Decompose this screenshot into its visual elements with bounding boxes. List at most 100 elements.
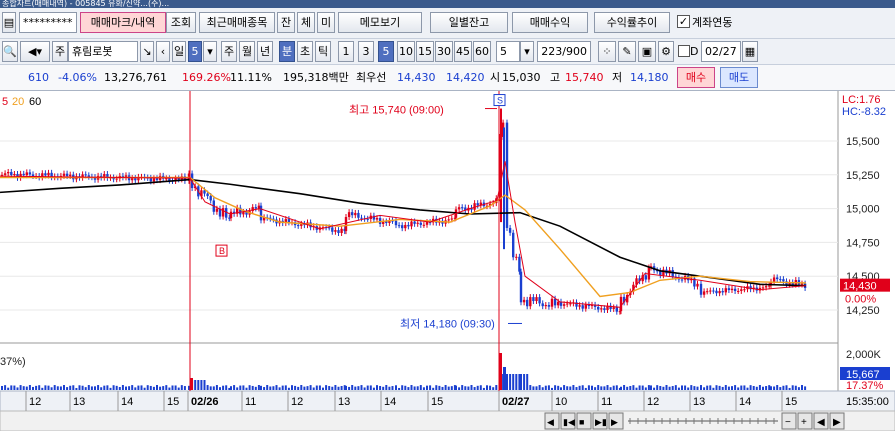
scroll-last-button[interactable]: [592, 412, 608, 430]
candle-body: [28, 172, 32, 175]
volume-bar: [87, 385, 90, 390]
volume-bar: [547, 385, 550, 390]
interval-10[interactable]: 10: [397, 41, 415, 62]
price-chart[interactable]: 5 20 60 15,50015,25015,00014,75014,50014…: [0, 91, 895, 431]
interval-60[interactable]: 60: [473, 41, 491, 62]
date-checkbox[interactable]: [678, 45, 690, 57]
high: 15,740: [565, 71, 604, 84]
volume-bar: [426, 385, 428, 390]
x-tick-label: 12: [29, 396, 41, 408]
scroll-first-button[interactable]: [560, 412, 576, 430]
date-field[interactable]: 02/27: [701, 41, 741, 62]
volume-bar: [641, 385, 644, 390]
account-link-checkbox[interactable]: ✓: [677, 15, 690, 28]
volume-bar: [322, 387, 324, 390]
candle-body: [659, 270, 662, 276]
volume-bar: [143, 387, 146, 390]
gear-icon[interactable]: ⚙: [658, 41, 674, 62]
interval-3[interactable]: 3: [358, 41, 374, 62]
candle-body: [508, 227, 512, 233]
stock-group-icon[interactable]: 주: [52, 41, 68, 62]
y-tick-label: 15,500: [846, 136, 880, 148]
period-minute[interactable]: 분: [279, 41, 295, 62]
view-left-icon[interactable]: [813, 412, 829, 430]
period-day[interactable]: 일: [172, 41, 186, 62]
volume-bar: [467, 386, 470, 390]
return-trend-button[interactable]: 수익률추이: [594, 12, 670, 33]
sell-button[interactable]: 매도: [720, 67, 758, 88]
save-icon[interactable]: ▣: [638, 41, 656, 62]
volume-bar: [266, 385, 269, 390]
candle-body: [366, 218, 369, 220]
unexecuted-button[interactable]: 미: [317, 12, 335, 33]
interval-15[interactable]: 15: [416, 41, 434, 62]
chevron-down-icon[interactable]: ▾: [203, 41, 217, 62]
candle-body: [351, 212, 354, 216]
candle-body: [699, 283, 703, 295]
volume-bar: [584, 387, 587, 390]
volume-bar: [416, 386, 419, 390]
recent-trades-button[interactable]: 최근매매종목: [199, 12, 275, 33]
candle-body: [518, 256, 521, 272]
scroll-controls[interactable]: ◀ ▮◀ ■ ▶▮ ▶ − + ◀ ▶: [544, 412, 845, 430]
volume-bar: [615, 385, 618, 390]
daily-balance-button[interactable]: 일별잔고: [430, 12, 508, 33]
volume-bar: [183, 386, 186, 390]
search-icon[interactable]: 🔍: [2, 41, 18, 62]
plus-icon[interactable]: [797, 412, 813, 430]
stop-button[interactable]: [576, 412, 592, 430]
period-tick[interactable]: 틱: [315, 41, 331, 62]
scroll-left-button-glyph: ◀: [547, 417, 554, 427]
interval-1[interactable]: 1: [338, 41, 354, 62]
volume-bar: [56, 386, 59, 390]
volume-bar: [455, 385, 457, 390]
legend-ma5: 5: [2, 96, 8, 108]
lock-icon[interactable]: ▤: [2, 12, 16, 33]
volume-bar: [260, 385, 262, 390]
volume-bar: [44, 385, 47, 390]
period-day-number[interactable]: 5: [188, 41, 202, 62]
draw-icon[interactable]: ✎: [618, 41, 636, 62]
period-second[interactable]: 초: [297, 41, 313, 62]
volume-bar: [32, 386, 34, 390]
trade-profit-button[interactable]: 매매수익: [512, 12, 588, 33]
chevron-left-icon[interactable]: ‹: [156, 41, 170, 62]
count-select[interactable]: 5: [496, 41, 520, 62]
memo-button[interactable]: 메모보기: [338, 12, 422, 33]
candle-body: [262, 217, 266, 221]
password-field[interactable]: *********: [19, 12, 77, 33]
interval-5[interactable]: 5: [378, 41, 394, 62]
balance-button[interactable]: 잔: [277, 12, 295, 33]
volume-bar: [644, 387, 647, 390]
volume-bar: [626, 386, 629, 390]
scroll-right-button[interactable]: [608, 412, 624, 430]
candle-body: [272, 218, 275, 220]
interval-45[interactable]: 45: [454, 41, 472, 62]
period-month[interactable]: 월: [239, 41, 255, 62]
candle-body: [47, 172, 50, 176]
speaker-icon[interactable]: ◀▾: [20, 41, 50, 62]
interval-30[interactable]: 30: [435, 41, 453, 62]
stock-name-field[interactable]: 휴림로봇: [68, 41, 138, 62]
count-chevron-down-icon[interactable]: ▾: [520, 41, 534, 62]
query-button[interactable]: 조회: [166, 12, 196, 33]
calendar-icon[interactable]: ▦: [742, 41, 758, 62]
view-right-icon[interactable]: [829, 412, 845, 430]
arrow-icon[interactable]: ↘: [140, 41, 154, 62]
executed-button[interactable]: 체: [297, 12, 315, 33]
amount: 195,318백만: [283, 71, 349, 84]
volume-bar: [84, 387, 87, 390]
page-count-field[interactable]: 223/900: [537, 41, 591, 62]
period-year[interactable]: 년: [257, 41, 273, 62]
grid-icon[interactable]: ⁘: [598, 41, 616, 62]
trade-mark-button[interactable]: 매매마크/내역: [80, 12, 166, 33]
volume-bar: [203, 380, 206, 390]
volume-bar: [345, 385, 347, 390]
volume-bar: [354, 386, 357, 390]
scroll-left-button[interactable]: [544, 412, 560, 430]
minus-icon[interactable]: [781, 412, 797, 430]
period-week[interactable]: 주: [221, 41, 237, 62]
candle-body: [372, 215, 376, 220]
volume-bar: [532, 386, 535, 390]
buy-button[interactable]: 매수: [677, 67, 715, 88]
